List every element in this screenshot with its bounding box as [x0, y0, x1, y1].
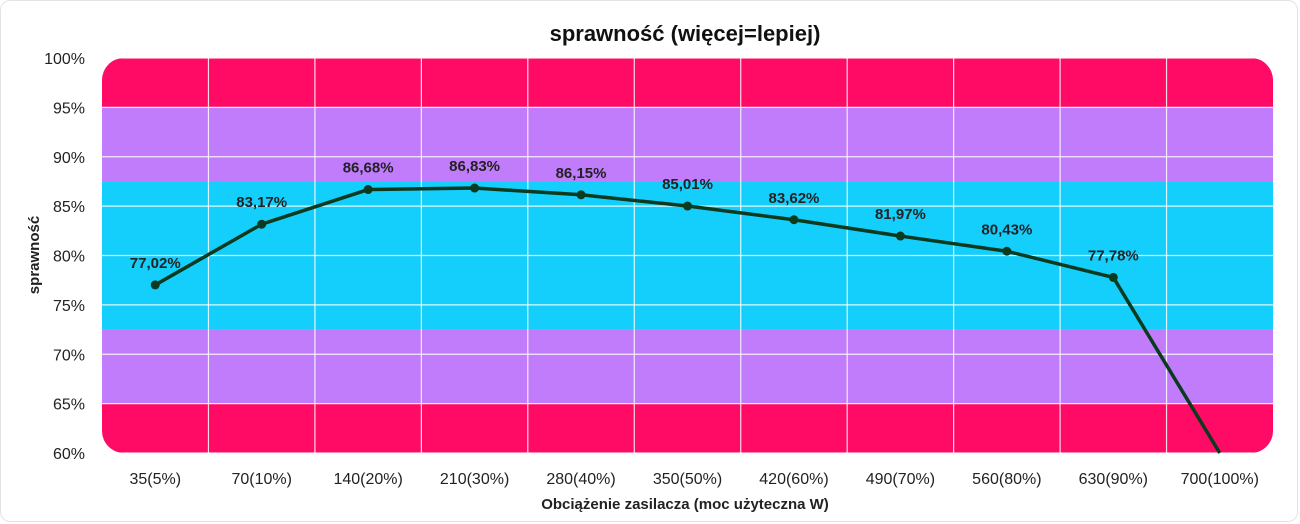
- y-axis-label: sprawność: [26, 216, 43, 294]
- x-tick-label: 140(20%): [333, 471, 402, 488]
- x-axis-label: Obciążenie zasilacza (moc użyteczna W): [541, 496, 829, 513]
- data-point: [683, 201, 692, 211]
- data-point: [1108, 272, 1118, 282]
- chart-title: sprawność (więcej=lepiej): [550, 21, 821, 46]
- data-label: 81,97%: [875, 206, 926, 223]
- y-tick-label: 90%: [53, 150, 85, 167]
- y-tick-label: 75%: [53, 298, 85, 315]
- band-3: [102, 329, 1273, 404]
- y-tick-label: 60%: [53, 446, 85, 463]
- x-tick-label: 35(5%): [129, 471, 181, 488]
- y-tick-label: 70%: [53, 347, 85, 364]
- data-label: 86,15%: [556, 165, 607, 182]
- x-tick-label: 490(70%): [866, 471, 935, 488]
- y-tick-label: 85%: [53, 199, 85, 216]
- data-point: [789, 215, 799, 225]
- data-point: [150, 280, 160, 290]
- data-point: [363, 185, 373, 195]
- data-label: 85,01%: [662, 176, 713, 193]
- data-label: 83,17%: [236, 194, 287, 211]
- x-tick-label: 70(10%): [231, 471, 291, 488]
- x-axis-ticks: 35(5%) 70(10%) 140(20%) 210(30%) 280(40%) 350…: [129, 471, 1258, 488]
- data-point: [470, 183, 480, 193]
- band-4: [102, 403, 1273, 453]
- x-tick-label: 700(100%): [1181, 471, 1259, 488]
- data-label: 86,68%: [343, 160, 394, 177]
- data-point: [257, 219, 267, 229]
- y-tick-label: 100%: [44, 51, 85, 68]
- data-label: 77,02%: [130, 255, 181, 272]
- data-label: 77,78%: [1088, 247, 1139, 264]
- data-label: 86,83%: [449, 158, 500, 175]
- band-0: [102, 58, 1273, 108]
- grid-lines: [102, 58, 1273, 453]
- data-label: 83,62%: [769, 190, 820, 207]
- y-tick-label: 65%: [53, 397, 85, 414]
- x-tick-label: 420(60%): [759, 471, 828, 488]
- series-line-group: [150, 183, 1222, 454]
- x-tick-label: 630(90%): [1079, 471, 1148, 488]
- data-point: [576, 190, 586, 200]
- x-tick-label: 560(80%): [972, 471, 1041, 488]
- data-label: 80,43%: [981, 221, 1032, 238]
- x-tick-label: 210(30%): [440, 471, 509, 488]
- data-labels: 77,02% 83,17% 86,68% 86,83% 86,15% 85,01% 83,6…: [130, 158, 1139, 272]
- x-tick-label: 350(50%): [653, 471, 722, 488]
- band-1: [102, 107, 1273, 182]
- y-tick-label: 80%: [53, 249, 85, 266]
- data-point: [1002, 246, 1012, 256]
- y-tick-label: 95%: [53, 100, 85, 117]
- data-point: [895, 231, 905, 241]
- y-axis-ticks: 60% 65% 70% 75% 80% 85% 90% 95% 100%: [44, 51, 85, 463]
- x-tick-label: 280(40%): [546, 471, 615, 488]
